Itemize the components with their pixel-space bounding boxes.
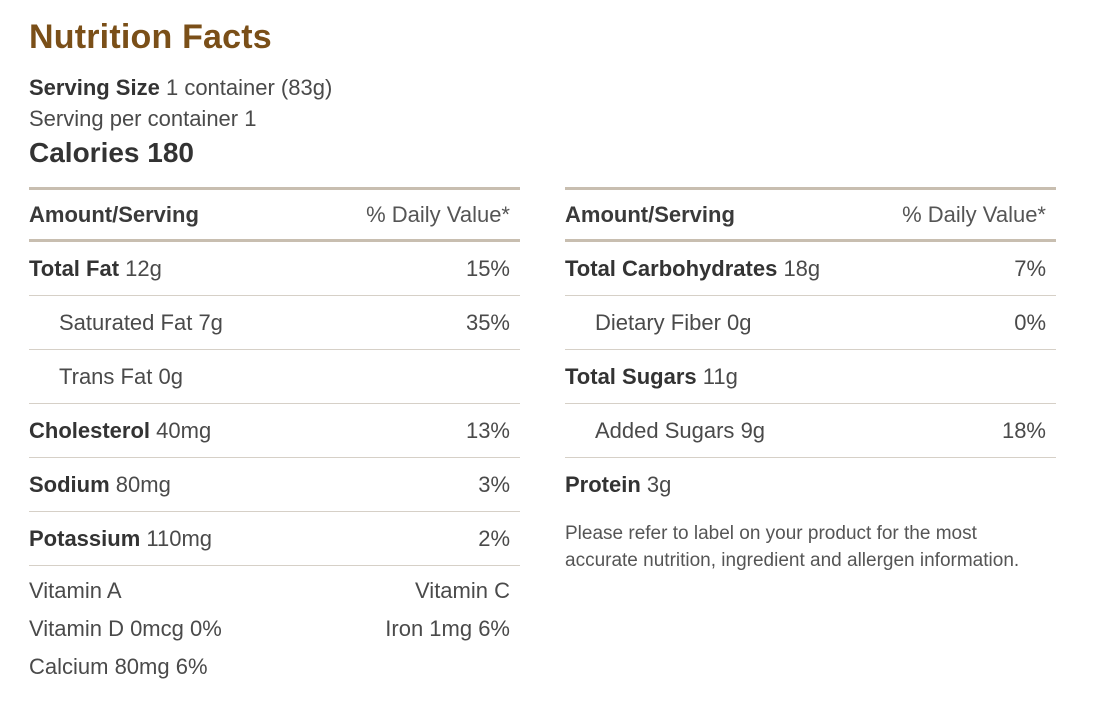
serving-size: Serving Size 1 container (83g) [29,75,332,101]
column-header: Amount/Serving % Daily Value* [29,187,520,242]
nutrient-row-total-sugars: Total Sugars 11g [565,350,1056,404]
serving-size-label: Serving Size [29,75,160,100]
nutrient-row-cholesterol: Cholesterol 40mg 13% [29,404,520,458]
nutrient-row-sodium: Sodium 80mg 3% [29,458,520,512]
nutrient-pct: 7% [1014,255,1046,281]
nutrient-row-protein: Protein 3g [565,458,1056,512]
vitamin-row: Calcium 80mg 6% [29,648,520,686]
vitamin-row: Vitamin D 0mcg 0% Iron 1mg 6% [29,610,520,648]
nutrient-row-total-carbohydrates: Total Carbohydrates 18g 7% [565,242,1056,296]
nutrient-name: Cholesterol 40mg [29,417,212,443]
nutrient-name: Dietary Fiber 0g [595,309,752,335]
nutrient-pct: 35% [465,309,510,335]
nutrient-pct: 15% [465,255,510,281]
nutrient-name: Protein 3g [565,472,672,497]
serving-per-container: Serving per container 1 [29,106,257,131]
nutrient-row-total-fat: Total Fat 12g 15% [29,242,520,296]
calories: Calories 180 [29,137,194,168]
amount-serving-header: Amount/Serving [565,201,735,227]
nutrient-name: Trans Fat 0g [59,363,183,389]
nutrient-name: Total Fat 12g [29,255,162,281]
nutrient-name: Sodium 80mg [29,471,171,497]
nutrient-row-saturated-fat: Saturated Fat 7g 35% [29,296,520,350]
nutrient-pct: 3% [478,471,510,497]
nutrient-pct: 13% [465,417,510,443]
nutrient-name: Total Carbohydrates 18g [565,255,821,281]
serving-size-value: 1 container (83g) [165,75,333,100]
vitamin-left: Vitamin A [29,578,122,603]
nutrient-name: Total Sugars 11g [565,363,738,389]
nutrition-column-left: Amount/Serving % Daily Value* Total Fat … [29,187,520,686]
vitamin-right: Iron 1mg 6% [385,616,510,641]
nutrient-name: Saturated Fat 7g [59,309,223,335]
disclaimer-note: Please refer to label on your product fo… [565,523,1020,571]
page-title: Nutrition Facts [29,18,272,56]
nutrient-name: Potassium 110mg [29,525,213,551]
amount-serving-header: Amount/Serving [29,201,199,227]
nutrient-pct: 18% [1001,417,1046,443]
nutrient-row-trans-fat: Trans Fat 0g [29,350,520,404]
vitamin-row: Vitamin A Vitamin C [29,572,520,610]
nutrient-pct: 0% [1014,309,1046,335]
daily-value-header: % Daily Value* [366,201,510,227]
vitamin-right: Vitamin C [415,578,510,603]
nutrient-row-potassium: Potassium 110mg 2% [29,512,520,566]
column-header: Amount/Serving % Daily Value* [565,187,1056,242]
vitamin-left: Vitamin D 0mcg 0% [29,616,222,641]
daily-value-header: % Daily Value* [902,201,1046,227]
nutrient-row-dietary-fiber: Dietary Fiber 0g 0% [565,296,1056,350]
nutrient-row-added-sugars: Added Sugars 9g 18% [565,404,1056,458]
nutrition-column-right: Amount/Serving % Daily Value* Total Carb… [565,187,1056,574]
nutrient-name: Added Sugars 9g [595,417,766,443]
nutrient-pct: 2% [478,525,510,551]
vitamin-left: Calcium 80mg 6% [29,654,208,679]
vitamins-section: Vitamin A Vitamin C Vitamin D 0mcg 0% Ir… [29,566,520,686]
